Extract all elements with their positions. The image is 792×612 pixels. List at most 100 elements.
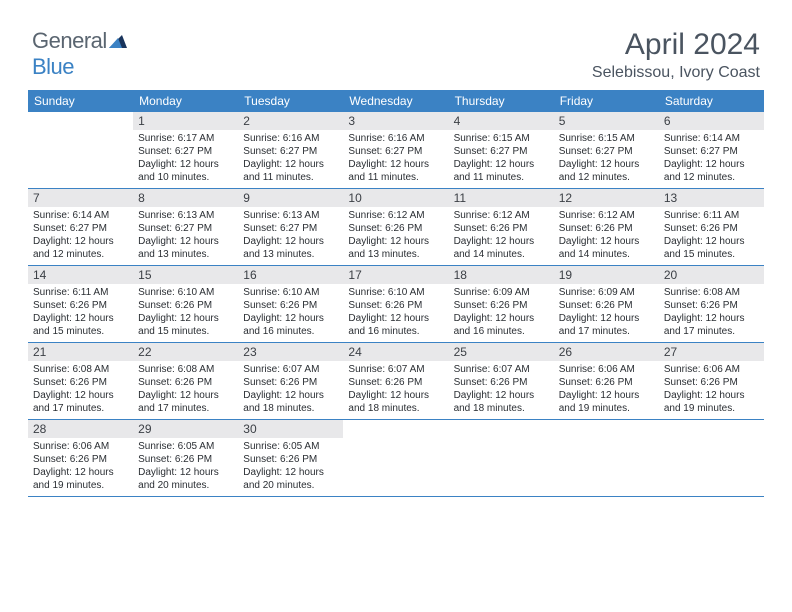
sunrise-line: Sunrise: 6:06 AM [664,363,759,376]
cell-body: Sunrise: 6:12 AMSunset: 6:26 PMDaylight:… [449,207,554,265]
daylight-line: Daylight: 12 hours and 10 minutes. [138,158,233,184]
daylight-line: Daylight: 12 hours and 17 minutes. [138,389,233,415]
sunset-line: Sunset: 6:26 PM [33,299,128,312]
calendar-cell: 19Sunrise: 6:09 AMSunset: 6:26 PMDayligh… [554,266,659,342]
day-header-thu: Thursday [449,90,554,112]
calendar-cell: 24Sunrise: 6:07 AMSunset: 6:26 PMDayligh… [343,343,448,419]
cell-body: Sunrise: 6:07 AMSunset: 6:26 PMDaylight:… [343,361,448,419]
logo-part1: General [32,28,107,53]
day-number: 14 [28,266,133,284]
daylight-line: Daylight: 12 hours and 20 minutes. [138,466,233,492]
day-number: 27 [659,343,764,361]
day-number: 2 [238,112,343,130]
day-number: 26 [554,343,659,361]
sunset-line: Sunset: 6:26 PM [348,222,443,235]
calendar-cell: 6Sunrise: 6:14 AMSunset: 6:27 PMDaylight… [659,112,764,188]
day-header-fri: Friday [554,90,659,112]
sunrise-line: Sunrise: 6:07 AM [454,363,549,376]
calendar-cell [28,112,133,188]
sunrise-line: Sunrise: 6:12 AM [454,209,549,222]
sunrise-line: Sunrise: 6:09 AM [559,286,654,299]
calendar-cell: 9Sunrise: 6:13 AMSunset: 6:27 PMDaylight… [238,189,343,265]
sunrise-line: Sunrise: 6:05 AM [138,440,233,453]
day-number: 15 [133,266,238,284]
calendar-cell: 3Sunrise: 6:16 AMSunset: 6:27 PMDaylight… [343,112,448,188]
sunrise-line: Sunrise: 6:10 AM [138,286,233,299]
sunrise-line: Sunrise: 6:06 AM [559,363,654,376]
calendar-cell: 29Sunrise: 6:05 AMSunset: 6:26 PMDayligh… [133,420,238,496]
calendar-cell: 10Sunrise: 6:12 AMSunset: 6:26 PMDayligh… [343,189,448,265]
sunset-line: Sunset: 6:27 PM [348,145,443,158]
daylight-line: Daylight: 12 hours and 16 minutes. [348,312,443,338]
cell-body: Sunrise: 6:14 AMSunset: 6:27 PMDaylight:… [659,130,764,188]
triangle-icon [109,28,127,53]
day-number: 30 [238,420,343,438]
header: GeneralBlue April 2024 Selebissou, Ivory… [0,0,792,90]
calendar-cell [343,420,448,496]
calendar-cell: 5Sunrise: 6:15 AMSunset: 6:27 PMDaylight… [554,112,659,188]
sunset-line: Sunset: 6:27 PM [138,222,233,235]
logo-part2: Blue [32,54,74,79]
sunset-line: Sunset: 6:26 PM [138,376,233,389]
daylight-line: Daylight: 12 hours and 17 minutes. [33,389,128,415]
sunrise-line: Sunrise: 6:15 AM [559,132,654,145]
calendar-cell: 13Sunrise: 6:11 AMSunset: 6:26 PMDayligh… [659,189,764,265]
sunset-line: Sunset: 6:27 PM [138,145,233,158]
daylight-line: Daylight: 12 hours and 17 minutes. [559,312,654,338]
week-row: 1Sunrise: 6:17 AMSunset: 6:27 PMDaylight… [28,112,764,189]
calendar-cell: 21Sunrise: 6:08 AMSunset: 6:26 PMDayligh… [28,343,133,419]
daylight-line: Daylight: 12 hours and 18 minutes. [243,389,338,415]
sunset-line: Sunset: 6:26 PM [243,376,338,389]
cell-body: Sunrise: 6:05 AMSunset: 6:26 PMDaylight:… [238,438,343,496]
cell-body: Sunrise: 6:11 AMSunset: 6:26 PMDaylight:… [28,284,133,342]
calendar-cell [554,420,659,496]
calendar-cell: 26Sunrise: 6:06 AMSunset: 6:26 PMDayligh… [554,343,659,419]
calendar-cell: 18 Sunrise: 6:09 AMSunset: 6:26 PMDayligh… [449,266,554,342]
sunset-line: Sunset: 6:27 PM [559,145,654,158]
sunrise-line: Sunrise: 6:09 AM [454,286,549,299]
cell-body: Sunrise: 6:13 AMSunset: 6:27 PMDaylight:… [133,207,238,265]
day-header-sun: Sunday [28,90,133,112]
sunset-line: Sunset: 6:26 PM [454,222,549,235]
day-number: 1 [133,112,238,130]
day-number: 18 [449,266,554,284]
daylight-line: Daylight: 12 hours and 12 minutes. [33,235,128,261]
sunrise-line: Sunrise: 6:13 AM [138,209,233,222]
calendar: Sunday Monday Tuesday Wednesday Thursday… [0,90,792,497]
day-number: 6 [659,112,764,130]
cell-body: Sunrise: 6:10 AMSunset: 6:26 PMDaylight:… [133,284,238,342]
sunset-line: Sunset: 6:27 PM [243,145,338,158]
sunrise-line: Sunrise: 6:13 AM [243,209,338,222]
calendar-cell: 22Sunrise: 6:08 AMSunset: 6:26 PMDayligh… [133,343,238,419]
sunrise-line: Sunrise: 6:14 AM [664,132,759,145]
sunrise-line: Sunrise: 6:08 AM [138,363,233,376]
calendar-cell: 11Sunrise: 6:12 AMSunset: 6:26 PMDayligh… [449,189,554,265]
cell-body: Sunrise: 6:09 AMSunset: 6:26 PMDaylight:… [554,284,659,342]
week-row: 21Sunrise: 6:08 AMSunset: 6:26 PMDayligh… [28,343,764,420]
cell-body: Sunrise: 6:07 AMSunset: 6:26 PMDaylight:… [238,361,343,419]
day-number: 8 [133,189,238,207]
sunset-line: Sunset: 6:27 PM [664,145,759,158]
sunset-line: Sunset: 6:26 PM [33,453,128,466]
calendar-cell: 30Sunrise: 6:05 AMSunset: 6:26 PMDayligh… [238,420,343,496]
daylight-line: Daylight: 12 hours and 13 minutes. [348,235,443,261]
day-number: 9 [238,189,343,207]
daylight-line: Daylight: 12 hours and 12 minutes. [664,158,759,184]
day-header-sat: Saturday [659,90,764,112]
sunrise-line: Sunrise: 6:10 AM [243,286,338,299]
sunset-line: Sunset: 6:26 PM [138,299,233,312]
cell-body: Sunrise: 6:06 AMSunset: 6:26 PMDaylight:… [554,361,659,419]
day-header-wed: Wednesday [343,90,448,112]
cell-body: Sunrise: 6:07 AMSunset: 6:26 PMDaylight:… [449,361,554,419]
calendar-cell: 25Sunrise: 6:07 AMSunset: 6:26 PMDayligh… [449,343,554,419]
cell-body: Sunrise: 6:15 AMSunset: 6:27 PMDaylight:… [449,130,554,188]
sunrise-line: Sunrise: 6:16 AM [348,132,443,145]
day-number: 5 [554,112,659,130]
daylight-line: Daylight: 12 hours and 16 minutes. [454,312,549,338]
sunset-line: Sunset: 6:26 PM [454,299,549,312]
day-number: 10 [343,189,448,207]
week-row: 14Sunrise: 6:11 AMSunset: 6:26 PMDayligh… [28,266,764,343]
daylight-line: Daylight: 12 hours and 20 minutes. [243,466,338,492]
sunrise-line: Sunrise: 6:15 AM [454,132,549,145]
week-row: 28Sunrise: 6:06 AMSunset: 6:26 PMDayligh… [28,420,764,497]
